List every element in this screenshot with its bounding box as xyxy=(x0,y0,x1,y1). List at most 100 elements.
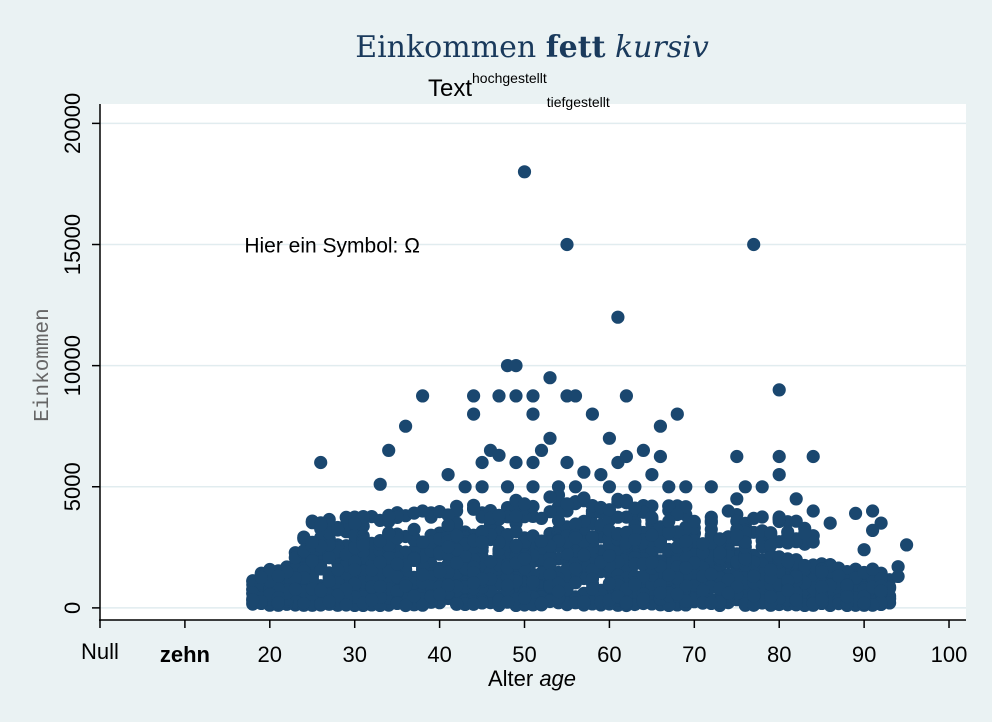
data-point xyxy=(390,557,404,571)
data-point xyxy=(543,490,557,504)
data-point xyxy=(662,568,676,582)
data-point xyxy=(849,506,863,520)
data-point xyxy=(297,596,311,610)
data-point xyxy=(679,534,693,549)
data-point xyxy=(585,530,600,544)
data-point xyxy=(314,583,328,598)
data-point xyxy=(653,419,668,433)
data-point xyxy=(331,523,345,537)
data-point xyxy=(628,533,642,547)
data-point xyxy=(500,595,515,609)
data-point xyxy=(738,552,752,566)
x-tick-label: 30 xyxy=(342,642,366,667)
data-point xyxy=(866,562,880,576)
data-point xyxy=(492,535,506,550)
data-point xyxy=(721,586,735,600)
data-point xyxy=(475,455,489,470)
data-point xyxy=(382,526,396,541)
data-point xyxy=(755,480,769,494)
data-point xyxy=(602,431,617,445)
data-point xyxy=(382,510,396,524)
data-point xyxy=(730,528,744,543)
data-point xyxy=(585,572,600,586)
y-tick-label: 15000 xyxy=(60,214,85,275)
data-point xyxy=(543,431,557,445)
data-point xyxy=(526,575,540,589)
data-point xyxy=(373,534,387,548)
data-point xyxy=(416,568,430,582)
data-point xyxy=(789,593,803,607)
data-point xyxy=(560,497,574,511)
data-point xyxy=(806,504,820,518)
data-point xyxy=(619,596,634,610)
x-tick-label: 40 xyxy=(427,642,451,667)
data-point xyxy=(433,587,447,601)
data-point xyxy=(857,543,871,557)
data-point xyxy=(373,477,387,491)
data-point xyxy=(602,503,617,517)
data-point xyxy=(764,563,778,577)
data-point xyxy=(713,546,727,560)
data-point xyxy=(543,371,557,385)
subtitle-superscript: hochgestellt xyxy=(472,70,547,86)
x-tick-label: 80 xyxy=(767,642,791,667)
data-point xyxy=(900,538,914,552)
data-point xyxy=(687,514,701,529)
data-point xyxy=(467,502,481,516)
data-point xyxy=(568,480,583,494)
data-point xyxy=(704,567,718,581)
data-point xyxy=(509,509,523,523)
data-point xyxy=(534,511,549,525)
data-point xyxy=(314,518,328,532)
data-point xyxy=(509,525,523,539)
data-point xyxy=(322,551,336,565)
data-point xyxy=(526,389,540,403)
data-point xyxy=(475,524,489,539)
x-axis-title: Alter age xyxy=(488,666,576,691)
data-point xyxy=(365,563,379,577)
x-tick-label: 100 xyxy=(931,642,968,667)
data-point xyxy=(798,558,812,573)
data-point xyxy=(416,535,430,549)
data-point xyxy=(832,569,846,583)
data-point xyxy=(509,359,523,373)
data-point xyxy=(492,448,506,462)
data-point xyxy=(602,577,617,591)
data-point xyxy=(560,455,574,470)
data-point xyxy=(399,419,413,433)
data-point xyxy=(781,525,795,539)
data-point xyxy=(823,516,837,530)
data-point xyxy=(738,480,752,494)
data-point xyxy=(764,526,778,540)
data-point xyxy=(373,580,387,594)
data-point xyxy=(458,480,472,494)
data-point xyxy=(789,492,803,506)
data-point xyxy=(407,522,421,537)
chart-subtitle: Texthochgestellttiefgestellt xyxy=(428,70,610,110)
data-point xyxy=(305,535,319,550)
data-point xyxy=(662,480,676,494)
data-point xyxy=(772,468,786,482)
data-point xyxy=(721,504,735,518)
data-point xyxy=(407,589,421,603)
data-point xyxy=(764,590,778,604)
data-point xyxy=(534,443,549,457)
data-point xyxy=(254,570,268,585)
x-tick-label: zehn xyxy=(160,642,210,667)
data-point xyxy=(806,535,820,549)
data-point xyxy=(636,443,651,457)
data-point xyxy=(645,528,659,542)
data-point xyxy=(475,535,489,549)
data-point xyxy=(636,569,651,583)
data-point xyxy=(696,583,710,598)
data-point xyxy=(322,594,336,608)
data-point xyxy=(500,480,515,494)
x-tick-label: 60 xyxy=(597,642,621,667)
data-point xyxy=(840,578,854,593)
data-point xyxy=(611,310,625,324)
subtitle-subscript: tiefgestellt xyxy=(547,94,610,110)
x-tick-label: 90 xyxy=(852,642,876,667)
data-point xyxy=(602,549,617,563)
data-point xyxy=(747,598,761,612)
data-point xyxy=(399,598,413,613)
